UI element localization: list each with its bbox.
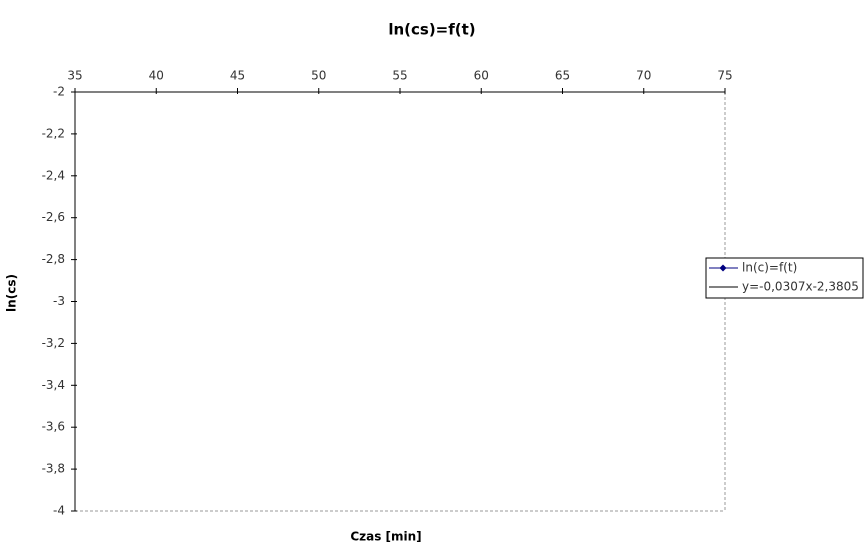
y-tick-label: -3,8 — [42, 462, 65, 476]
x-tick-label: 60 — [474, 69, 489, 83]
x-tick-label: 40 — [149, 69, 164, 83]
y-axis-label: ln(cs) — [5, 274, 19, 312]
y-tick-label: -2,4 — [42, 168, 65, 182]
y-tick-label: -2,6 — [42, 210, 65, 224]
y-tick-label: -3,6 — [42, 420, 65, 434]
x-axis-label: Czas [min] — [350, 530, 421, 544]
x-tick-label: 45 — [230, 69, 245, 83]
legend — [705, 257, 864, 299]
x-tick-label: 55 — [392, 69, 407, 83]
x-tick-label: 65 — [555, 69, 570, 83]
legend-marker — [719, 264, 727, 272]
y-tick-label: -2,8 — [42, 252, 65, 266]
x-tick-label: 50 — [311, 69, 326, 83]
y-tick-label: -3,4 — [42, 378, 65, 392]
legend-label: y=-0,0307x-2,3805 — [742, 280, 859, 294]
y-tick-label: -2,2 — [42, 126, 65, 140]
chart-title: ln(cs)=f(t) — [388, 21, 475, 39]
x-tick-label: 70 — [636, 69, 651, 83]
y-tick-label: -3 — [53, 294, 65, 308]
y-tick-label: -4 — [53, 504, 65, 518]
x-tick-label: 35 — [67, 69, 82, 83]
y-tick-label: -3,2 — [42, 336, 65, 350]
x-tick-label: 75 — [717, 69, 732, 83]
y-tick-label: -2 — [53, 85, 65, 99]
legend-label: ln(c)=f(t) — [742, 261, 797, 275]
